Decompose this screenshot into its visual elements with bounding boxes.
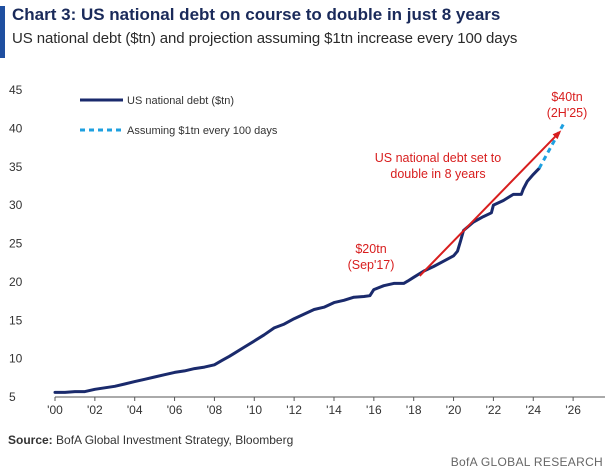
- axes: 5 10 15 20 25 30 35 40 45 '00 '02 '04 '06 '08 '10 '12 '1…: [9, 83, 605, 417]
- x-tick-label: '20: [446, 403, 462, 417]
- x-tick-label: '02: [87, 403, 103, 417]
- x-tick-label: '24: [525, 403, 541, 417]
- y-tick-label: 20: [9, 275, 23, 289]
- y-tick-label: 10: [9, 352, 23, 366]
- source-label: Source:: [8, 433, 53, 447]
- annotations: $20tn (Sep'17) $40tn (2H'25) US national deb…: [348, 90, 588, 277]
- x-tick-label: '08: [207, 403, 223, 417]
- anno-double-line: double in 8 years: [390, 167, 485, 181]
- legend-label-projection: Assuming $1tn every 100 days: [127, 125, 278, 137]
- y-tick-label: 5: [9, 390, 16, 404]
- anno-20tn-line: (Sep'17): [348, 258, 395, 272]
- series-debt-line: [53, 166, 541, 394]
- anno-double-line: US national debt set to: [375, 151, 502, 165]
- x-tick-label: '22: [486, 403, 502, 417]
- x-tick-label: '14: [326, 403, 342, 417]
- y-tick-label: 40: [9, 121, 23, 135]
- chart-subtitle: US national debt ($tn) and projection as…: [12, 30, 518, 47]
- series-projection-line: [537, 123, 565, 170]
- line-chart: 5 10 15 20 25 30 35 40 45 '00 '02 '04 '06 '08 '10 '12 '1…: [9, 83, 605, 417]
- x-tick-label: '10: [246, 403, 262, 417]
- x-tick-label: '16: [366, 403, 382, 417]
- series-layer: [53, 123, 565, 394]
- legend-label-debt: US national debt ($tn): [127, 95, 234, 107]
- y-tick-label: 30: [9, 198, 23, 212]
- source-note: Source: BofA Global Investment Strategy,…: [8, 433, 293, 447]
- x-tick-label: '00: [47, 403, 63, 417]
- x-tick-label: '06: [167, 403, 183, 417]
- accent-bar: [0, 6, 5, 58]
- anno-20tn-line: $20tn: [355, 242, 386, 256]
- y-tick-label: 15: [9, 313, 23, 327]
- y-tick-label: 45: [9, 83, 23, 97]
- y-tick-label: 25: [9, 237, 23, 251]
- double-arrow: [419, 130, 562, 277]
- brand-label: BofA GLOBAL RESEARCH: [450, 455, 603, 469]
- x-tick-label: '04: [127, 403, 143, 417]
- x-tick-label: '18: [406, 403, 422, 417]
- legend: US national debt ($tn) Assuming $1tn ever…: [80, 95, 278, 137]
- x-tick-label: '12: [286, 403, 302, 417]
- anno-40tn-line: $40tn: [551, 90, 582, 104]
- x-tick-label: '26: [565, 403, 581, 417]
- anno-40tn-line: (2H'25): [547, 106, 588, 120]
- source-text: BofA Global Investment Strategy, Bloombe…: [52, 433, 294, 447]
- chart-title: Chart 3: US national debt on course to d…: [12, 5, 501, 24]
- y-tick-label: 35: [9, 160, 23, 174]
